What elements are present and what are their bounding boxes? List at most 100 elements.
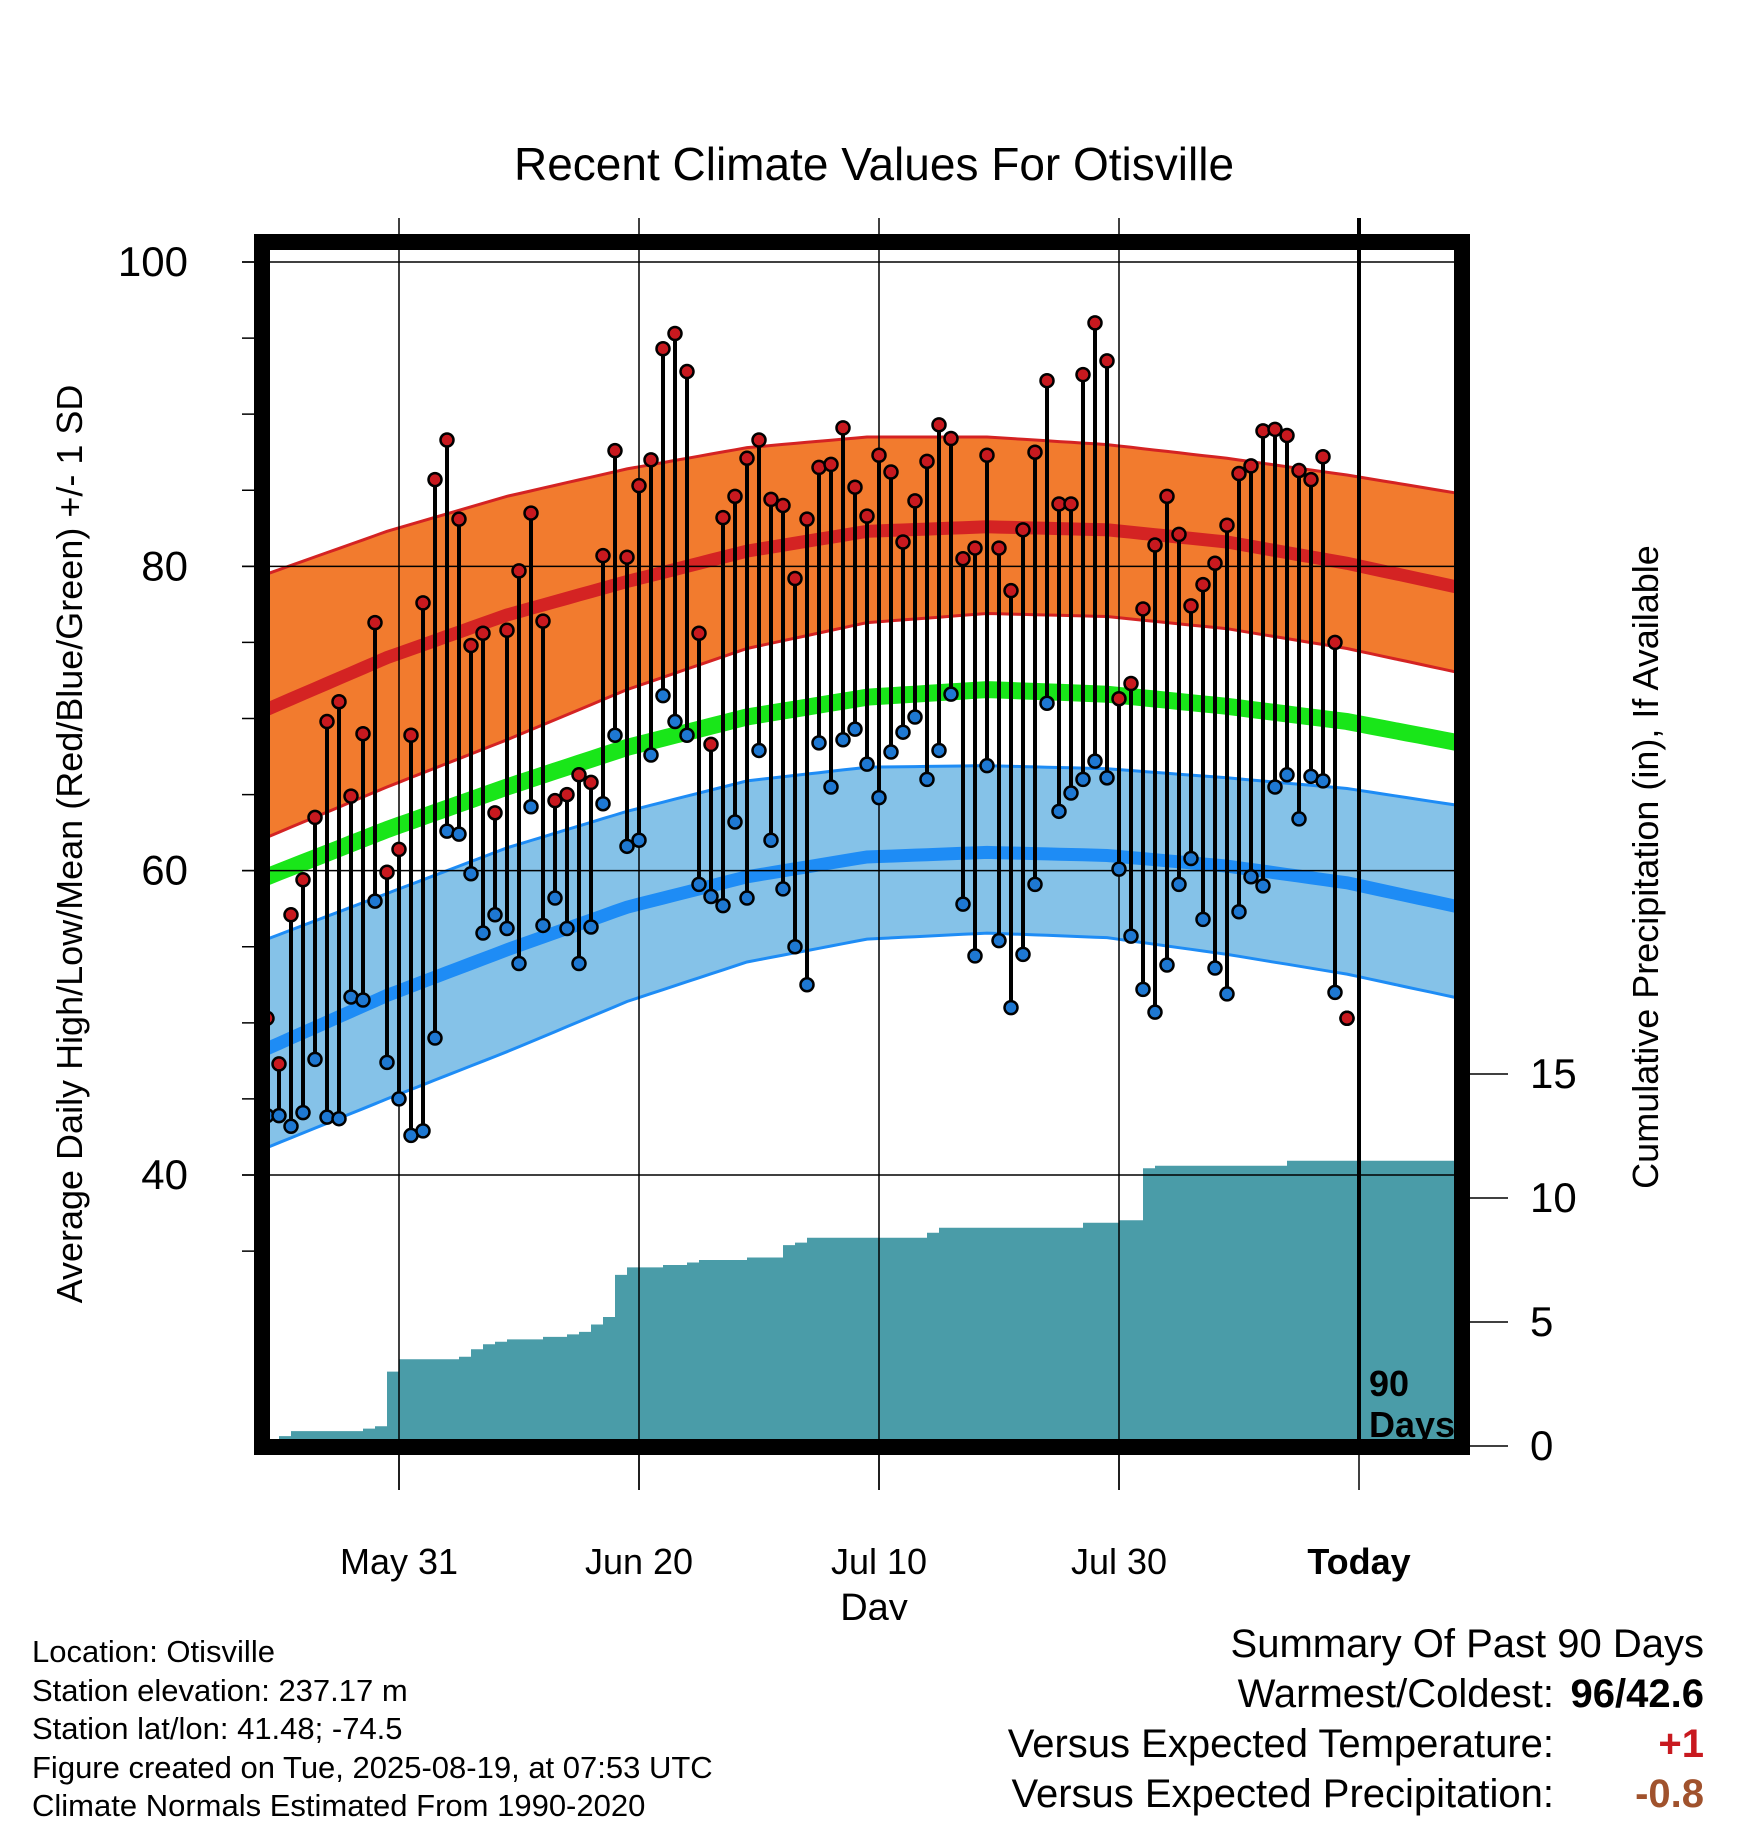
observed-low-point [607,727,623,743]
observed-low-point [583,919,599,935]
observed-low-point [295,1104,311,1121]
observed-low-point [931,742,947,759]
x-tick-label: May 31 [340,1541,458,1582]
y-tick-label: 60 [141,847,188,894]
temperature-value: +1 [1658,1722,1704,1766]
observed-low-point [775,881,791,897]
observed-low-point [631,832,647,848]
observed-high-point [1231,465,1247,482]
observed-high-point [463,637,479,654]
observed-low-point [811,735,827,751]
period-label-number: 90 [1369,1363,1409,1404]
observed-high-point [475,625,491,642]
observed-high-point [319,713,335,730]
normal-low-line [264,845,1469,1055]
observed-low-point [1231,904,1247,920]
observed-low-point [1147,1004,1163,1020]
observed-low-point [859,756,875,772]
observed-low-point [1087,753,1103,769]
observed-low-point [283,1118,299,1135]
observed-low-point [331,1110,347,1127]
observed-high-point [847,479,863,495]
y2-tick-label: 5 [1530,1298,1553,1345]
observed-high-point [703,736,719,753]
observed-high-point [955,550,971,567]
observed-low-point [367,893,383,909]
observed-low-point [1075,771,1091,788]
observed-low-point [883,744,899,760]
observed-high-point [331,694,347,710]
observed-high-point [691,625,707,642]
info-created: Figure created on Tue, 2025-08-19, at 07… [32,1749,713,1785]
observed-high-point [427,471,443,488]
observed-low-point [727,814,743,830]
observed-low-point [391,1091,407,1107]
observed-high-point [1207,555,1223,572]
observed-high-point [511,563,527,579]
observed-high-point [799,511,815,527]
observed-high-point [739,450,755,467]
observed-low-point [451,826,467,842]
observed-high-point [283,907,299,923]
observed-high-point [763,491,779,508]
summary-row-warmest-coldest: Warmest/Coldest: 96/42.6 [804,1672,1704,1722]
observed-high-point [1195,576,1211,593]
observed-low-point [1327,984,1343,1001]
observed-low-point [1135,981,1151,998]
observed-high-point [1111,690,1127,707]
y2-tick-label: 15 [1530,1050,1577,1097]
observed-high-point [859,508,875,524]
observed-high-point [655,340,671,357]
y-axis-label: Average Daily High/Low/Mean (Red/Blue/Gr… [49,385,90,1304]
observed-low-point [847,721,863,737]
observed-high-point [355,725,371,742]
observed-high-point [1027,444,1043,460]
observed-low-point [1159,957,1175,973]
observed-low-point [427,1030,443,1046]
observed-low-point [715,897,731,914]
observed-high-point [1159,488,1175,505]
observed-high-point [979,447,995,464]
observed-high-point [439,432,455,448]
observed-high-point [1135,601,1151,617]
observed-low-point [763,832,779,848]
y-tick-label: 40 [141,1151,188,1198]
observed-high-point [1183,598,1199,614]
x-tick-label: Jul 30 [1071,1541,1167,1582]
observed-high-point [1291,462,1307,479]
observed-high-point [499,622,515,638]
observed-high-point [787,570,803,587]
climate-chart: Recent Climate Values For Otisville 90 Da… [49,138,1666,1620]
observed-high-point [379,864,395,880]
observed-low-point [271,1107,287,1124]
observed-high-point [751,432,767,448]
observed-high-point [991,540,1007,556]
observed-low-point [499,920,515,937]
observed-low-point [1039,695,1055,712]
observed-high-point [595,547,611,564]
observed-high-point [1171,526,1187,543]
observed-high-point [967,540,983,556]
observed-low-point [463,865,479,882]
observed-low-point [487,907,503,923]
observed-high-point [307,809,323,826]
precipitation-area [267,1160,1467,1446]
observed-low-point [691,876,707,893]
observed-low-point [595,795,611,812]
x-axis-label: Day [840,1587,908,1620]
observed-high-point [835,420,851,436]
observed-high-point [775,497,791,514]
observed-low-point [535,917,551,934]
info-elevation: Station elevation: 237.17 m [32,1672,408,1708]
chart-title: Recent Climate Values For Otisville [514,138,1234,190]
observed-high-point [1303,471,1319,488]
observed-high-point [727,488,743,505]
observed-high-point [1315,449,1331,465]
low-lower-line [266,931,1468,1149]
observed-low-point [835,732,851,748]
observed-low-point [751,742,767,759]
observed-high-point [667,325,683,342]
observed-high-point [1039,372,1055,389]
observed-low-point [307,1051,323,1068]
